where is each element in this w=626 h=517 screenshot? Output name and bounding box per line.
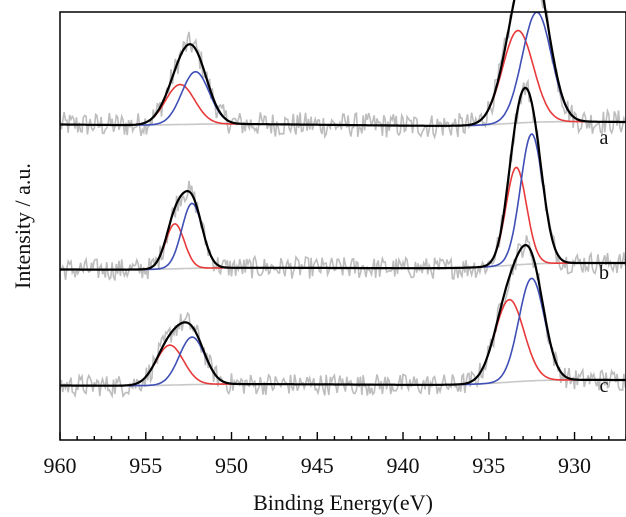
fit-envelope-a <box>60 0 626 127</box>
x-tick-label: 935 <box>472 453 505 478</box>
plot-area: a b c <box>59 0 626 399</box>
y-axis-title: Intensity / a.u. <box>10 163 35 289</box>
plot-frame <box>59 11 626 441</box>
spectrum-label-c: c <box>600 375 609 397</box>
x-tick-label: 940 <box>387 453 420 478</box>
x-tick-label: 960 <box>44 453 77 478</box>
fit-component-high-a <box>60 29 626 127</box>
fit-component-high-c <box>60 298 626 387</box>
raw-data-line-c <box>59 235 626 399</box>
fit-component-high-b <box>60 166 626 271</box>
x-axis-title: Binding Energy(eV) <box>253 490 433 515</box>
x-tick-label: 950 <box>215 453 248 478</box>
spectrum-label-a: a <box>600 127 609 149</box>
spectrum-b: b <box>59 78 626 284</box>
x-tick-label: 930 <box>558 453 591 478</box>
fit-envelope-b <box>60 86 626 271</box>
fit-component-low-a <box>60 11 626 127</box>
x-axis-ticks: 960 955 950 945 940 935 930 <box>44 432 626 478</box>
x-tick-label: 945 <box>301 453 334 478</box>
x-tick-label: 955 <box>129 453 162 478</box>
raw-data-line-a <box>59 0 626 140</box>
raw-data-line-b <box>59 78 626 281</box>
spectrum-c: c <box>59 235 626 399</box>
spectrum-label-b: b <box>599 262 609 284</box>
spectrum-a: a <box>59 0 626 149</box>
fit-envelope-c <box>60 243 626 387</box>
